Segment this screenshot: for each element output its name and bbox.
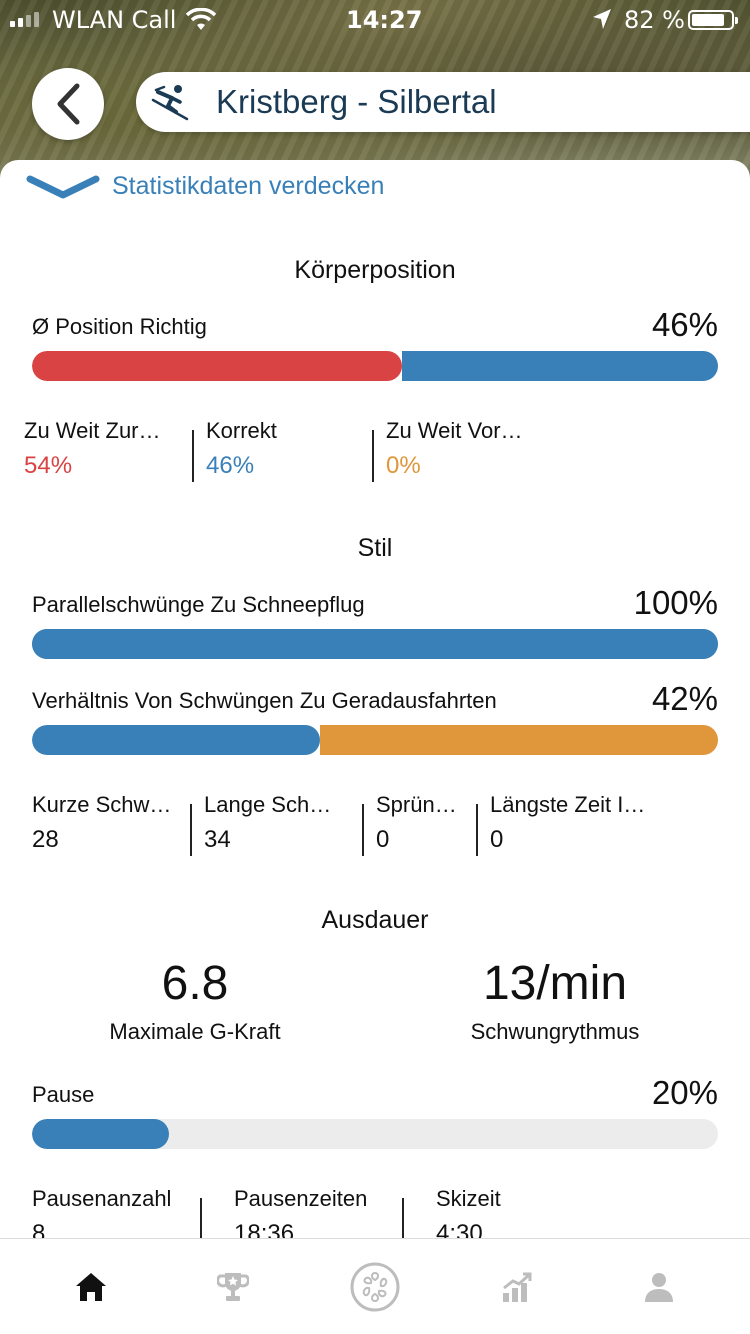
home-icon xyxy=(76,1272,106,1301)
position-label: Ø Position Richtig xyxy=(32,314,207,339)
pause-bar-fill xyxy=(32,1119,170,1149)
ratio-bar-straight xyxy=(320,725,718,755)
section-title-stil: Stil xyxy=(357,534,393,562)
stat-value: 18:36 xyxy=(234,1220,295,1240)
tab-stats[interactable] xyxy=(472,1247,562,1327)
rhythm-label: Schwungrythmus xyxy=(470,1019,640,1044)
wifi-icon xyxy=(186,8,216,30)
stat-value: 46% xyxy=(206,452,255,479)
divider xyxy=(402,1198,404,1240)
pause-bar xyxy=(32,1119,718,1149)
skier-icon xyxy=(151,85,189,121)
pause-value: 20% xyxy=(651,1074,718,1111)
carrier-label: WLAN Call xyxy=(52,6,177,34)
rhythm-value: 13/min xyxy=(482,957,628,1010)
tab-home[interactable] xyxy=(46,1247,136,1327)
stat-label: Korrekt xyxy=(206,418,277,443)
stat-label: Zu Weit Vor… xyxy=(386,418,523,443)
back-button[interactable] xyxy=(32,68,104,140)
parallel-value: 100% xyxy=(633,584,718,621)
position-bar-correct xyxy=(402,351,718,381)
stat-label: Längste Zeit I… xyxy=(490,792,646,817)
battery-icon xyxy=(688,10,738,30)
stats-icon xyxy=(503,1272,532,1302)
tab-trophy[interactable] xyxy=(188,1247,278,1327)
divider xyxy=(362,804,364,856)
stat-too-far-forward: Zu Weit Vor… 0% xyxy=(374,418,554,482)
ratio-bar-turns xyxy=(32,725,321,755)
stat-long-turns: Lange Sch… 34 xyxy=(192,792,362,856)
stat-longest-time: Längste Zeit I… 0 xyxy=(478,792,668,856)
page-title: Kristberg - Silbertal xyxy=(216,83,497,120)
hide-stats-label: Statistikdaten verdecken xyxy=(112,172,385,200)
stat-label: Skizeit xyxy=(436,1186,501,1211)
title-bar: Kristberg - Silbertal xyxy=(136,72,750,132)
hide-stats-toggle[interactable]: Statistikdaten verdecken xyxy=(26,172,384,201)
g-force-label: Maximale G-Kraft xyxy=(109,1019,281,1044)
tab-bar xyxy=(0,1238,750,1334)
pause-label: Pause xyxy=(32,1082,95,1107)
stat-pause-count: Pausenanzahl 8 xyxy=(32,1186,200,1240)
stat-label: Kurze Schw… xyxy=(32,792,172,817)
g-force-block: 6.8 Maximale G-Kraft xyxy=(60,956,330,1045)
clock: 14:27 xyxy=(346,6,423,34)
stat-label: Zu Weit Zur… xyxy=(24,418,161,443)
profile-icon xyxy=(645,1272,673,1302)
position-stats: Zu Weit Zur… 54% Korrekt 46% Zu Weit Vor… xyxy=(24,418,554,482)
style-stats: Kurze Schw… 28 Lange Sch… 34 Sprün… 0 Lä… xyxy=(32,792,668,856)
signal-icon xyxy=(10,12,39,27)
stat-value: 0% xyxy=(386,452,421,479)
tab-profile[interactable] xyxy=(614,1247,704,1327)
stat-value: 8 xyxy=(32,1220,46,1240)
stat-value: 4:30 xyxy=(436,1220,483,1240)
parallel-bar-fill xyxy=(32,629,718,659)
tab-badge[interactable] xyxy=(330,1247,420,1327)
stat-label: Sprün… xyxy=(376,792,457,817)
badge-icon xyxy=(350,1262,400,1311)
location-arrow-icon xyxy=(593,9,611,29)
stat-label: Lange Sch… xyxy=(204,792,332,817)
parallel-bar xyxy=(32,629,718,659)
stat-value: 0 xyxy=(490,826,504,853)
battery-percent: 82 % xyxy=(624,6,685,34)
ratio-bar xyxy=(32,725,718,755)
stat-value: 28 xyxy=(32,826,59,853)
divider xyxy=(476,804,478,856)
status-bar: WLAN Call 14:27 82 % xyxy=(0,0,750,40)
ratio-value: 42% xyxy=(651,680,718,717)
ratio-label: Verhältnis Von Schwüngen Zu Geradausfahr… xyxy=(32,688,497,713)
stat-value: 54% xyxy=(24,452,73,479)
pause-stats: Pausenanzahl 8 Pausenzeiten 18:36 Skizei… xyxy=(32,1186,564,1240)
position-value: 46% xyxy=(651,306,718,343)
chevron-left-icon xyxy=(57,83,80,125)
position-bar-wrong xyxy=(32,351,403,381)
divider xyxy=(372,430,374,482)
stat-ski-time: Skizeit 4:30 xyxy=(404,1186,564,1240)
divider xyxy=(200,1198,202,1240)
stat-value: 0 xyxy=(376,826,390,853)
section-title-ausdauer: Ausdauer xyxy=(321,906,429,934)
position-bar xyxy=(32,351,718,381)
stat-short-turns: Kurze Schw… 28 xyxy=(32,792,190,856)
stat-correct: Korrekt 46% xyxy=(194,418,372,482)
stat-pause-times: Pausenzeiten 18:36 xyxy=(202,1186,402,1240)
parallel-label: Parallelschwünge Zu Schneepflug xyxy=(32,592,365,617)
stat-too-far-back: Zu Weit Zur… 54% xyxy=(24,418,192,482)
stat-value: 34 xyxy=(204,826,231,853)
stat-jumps: Sprün… 0 xyxy=(364,792,476,856)
stat-label: Pausenzeiten xyxy=(234,1186,368,1211)
trophy-icon xyxy=(217,1272,249,1301)
divider xyxy=(192,430,194,482)
stats-sheet: Statistikdaten verdecken Körperposition … xyxy=(0,160,750,1240)
g-force-value: 6.8 xyxy=(161,957,229,1010)
section-title-koerperposition: Körperposition xyxy=(294,256,456,284)
divider xyxy=(190,804,192,856)
chevron-down-icon xyxy=(26,175,100,198)
stat-label: Pausenanzahl xyxy=(32,1186,172,1211)
rhythm-block: 13/min Schwungrythmus xyxy=(420,956,690,1045)
